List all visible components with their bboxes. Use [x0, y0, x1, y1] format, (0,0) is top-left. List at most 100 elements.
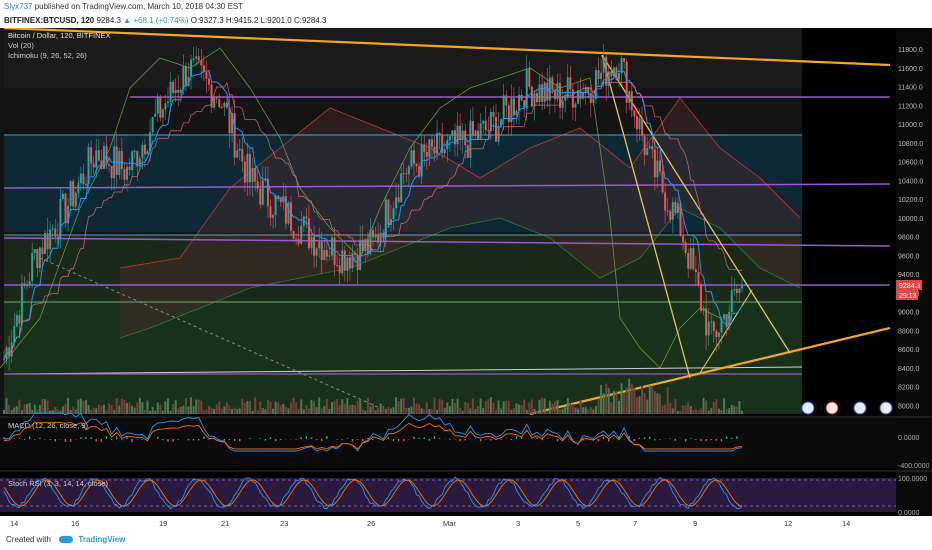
volume-bar	[594, 406, 597, 414]
volume-bar	[38, 404, 41, 414]
chart-area[interactable]: 14 16 19 21 23 26 Mar 3 5 7 9 12 14 11800.0 11600.0 11…	[0, 28, 932, 530]
candle-body	[118, 151, 121, 175]
volume-bar	[59, 410, 62, 414]
candle-body	[202, 65, 205, 73]
macd-legend[interactable]: MACD (12, 26, close, 9)	[8, 421, 89, 430]
volume-bar	[323, 406, 326, 414]
candle-body	[384, 199, 387, 238]
volume-bar	[646, 399, 649, 414]
candle-body	[310, 236, 313, 249]
macd-histogram-bar	[95, 439, 97, 442]
candle-body	[87, 147, 90, 184]
candle-body	[725, 314, 728, 328]
chart-legend-title[interactable]: Bitcoin / Dollar, 120, BITFINEX	[8, 31, 111, 40]
candle-body	[190, 59, 193, 77]
volume-bar	[523, 399, 526, 414]
upper-trendline	[3, 28, 891, 67]
volume-bar	[348, 405, 351, 414]
time-tick-label: 21	[221, 519, 229, 528]
volume-bar	[430, 409, 433, 414]
candle-body	[172, 81, 175, 94]
volume-bar	[18, 399, 21, 414]
volume-bar	[402, 398, 405, 414]
volume-bar	[256, 410, 259, 414]
volume-bar	[694, 408, 697, 414]
volume-bar	[161, 410, 164, 414]
macd-histogram-bar	[731, 437, 733, 439]
candle-body	[228, 107, 231, 134]
volume-bar	[172, 403, 175, 414]
volume-bar	[133, 407, 136, 414]
volume-bar	[123, 399, 126, 414]
volume-legend[interactable]: Vol (20)	[8, 41, 34, 50]
candle-body	[418, 166, 421, 177]
macd-histogram-bar	[39, 437, 41, 439]
volume-bar	[218, 401, 221, 414]
chart-svg[interactable]: 14 16 19 21 23 26 Mar 3 5 7 9 12 14 11800.011600.011…	[0, 28, 932, 530]
volume-bar	[705, 400, 708, 414]
candle-body	[218, 99, 221, 108]
candle-body	[400, 173, 403, 202]
volume-bar	[202, 410, 205, 414]
macd-histogram-bar	[23, 439, 26, 440]
macd-histogram-bar	[351, 439, 354, 442]
volume-bar	[659, 394, 661, 414]
volume-bar	[602, 393, 605, 414]
event-flag-icon[interactable]	[879, 401, 893, 415]
candle-body	[102, 146, 105, 169]
candle-body	[146, 151, 149, 155]
volume-bar	[502, 401, 505, 414]
tradingview-link[interactable]: TradingView	[78, 535, 126, 544]
price-tick-label: 10600.0	[898, 160, 923, 167]
candle-body	[336, 264, 339, 266]
candle-body	[85, 183, 87, 185]
volume-bar	[497, 400, 500, 414]
volume-bar	[249, 400, 251, 414]
candle-body	[338, 265, 341, 274]
macd-histogram-bar	[715, 439, 718, 441]
volume-bar	[410, 406, 413, 414]
candle-body	[161, 109, 164, 118]
volume-bar	[233, 407, 236, 414]
macd-histogram-bar	[428, 439, 431, 441]
symbol-name[interactable]: BITFINEX:BTCUSD, 120	[4, 16, 95, 25]
volume-bar	[264, 409, 267, 414]
volume-bar	[664, 404, 667, 414]
candle-body	[254, 167, 257, 182]
candle-body	[120, 151, 123, 169]
event-flag-icon[interactable]	[853, 401, 867, 415]
volume-bar	[605, 383, 608, 414]
candle-body	[195, 56, 198, 59]
volume-bar	[79, 398, 82, 414]
event-flag-icon[interactable]	[825, 401, 839, 415]
candle-body	[315, 248, 318, 256]
stoch-rsi-legend[interactable]: Stoch RSI (3, 3, 14, 14, close)	[8, 479, 109, 488]
volume-bar	[136, 402, 139, 414]
candle-body	[620, 58, 623, 74]
volume-bar	[261, 408, 264, 414]
candle-body	[223, 102, 226, 108]
candle-body	[128, 166, 131, 171]
candle-body	[525, 68, 528, 109]
lower-trendline	[529, 326, 891, 416]
ichimoku-legend[interactable]: Ichimoku (9, 26, 52, 26)	[8, 51, 87, 60]
volume-bar	[518, 404, 521, 414]
event-flag-icon[interactable]	[801, 401, 815, 415]
volume-bar	[584, 407, 587, 414]
volume-bar	[274, 401, 277, 414]
candle-body	[269, 205, 272, 218]
volume-bar	[210, 407, 213, 414]
volume-bar	[190, 397, 193, 414]
volume-bar	[87, 404, 90, 414]
volume-bar	[377, 407, 380, 414]
volume-bar	[620, 383, 623, 414]
candle-body	[256, 181, 259, 189]
publisher-username[interactable]: Slyx737	[4, 2, 33, 11]
candle-body	[213, 98, 216, 108]
candle-body	[536, 93, 538, 103]
volume-bar	[710, 408, 713, 414]
volume-bar	[597, 399, 600, 414]
volume-bar	[674, 398, 677, 414]
macd-histogram-bar	[280, 439, 282, 440]
macd-histogram-bar	[341, 439, 343, 440]
